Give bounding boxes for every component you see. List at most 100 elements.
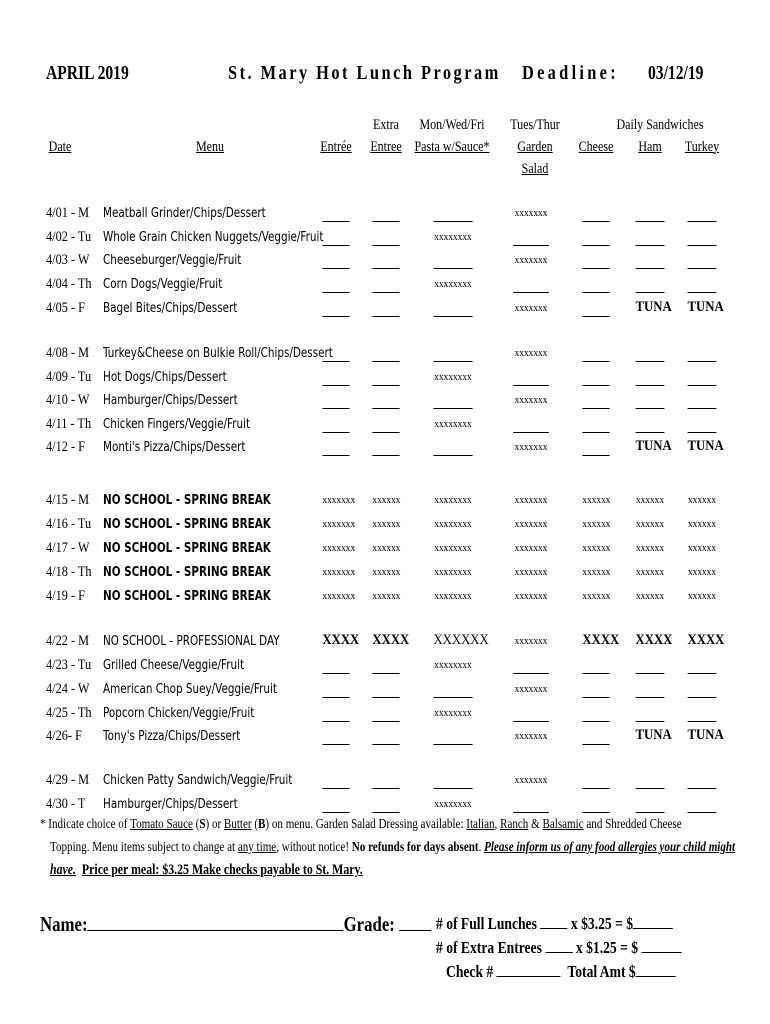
cell-salad[interactable] [513,231,549,246]
cell-extra-entree[interactable] [372,774,400,789]
cell-cheese[interactable] [582,394,610,409]
cell-cheese[interactable] [582,207,610,222]
cell-extra-entree[interactable] [372,347,400,362]
cell-salad: xxxxxxx [514,542,548,554]
cell-pasta[interactable] [433,774,473,789]
cell-turkey: TUNA [687,727,724,743]
cell-ham[interactable] [635,798,665,813]
cell-extra-entree[interactable] [372,683,400,698]
cell-turkey[interactable] [687,659,717,674]
cell-cheese[interactable] [582,707,610,722]
cell-cheese[interactable] [582,774,610,789]
cell-entree[interactable] [322,302,350,317]
cell-extra-entree[interactable] [372,207,400,222]
cell-entree[interactable] [322,798,350,813]
cell-turkey[interactable] [687,278,717,293]
cell-cheese[interactable] [582,659,610,674]
full-lunches-field[interactable]: # of Full Lunches x $3.25 = $ [436,914,674,934]
cell-pasta[interactable] [433,207,473,222]
cell-turkey[interactable] [687,683,717,698]
cell-turkey[interactable] [687,231,717,246]
cell-salad[interactable] [513,278,549,293]
cell-entree[interactable] [322,394,350,409]
cell-turkey[interactable] [687,347,717,362]
cell-entree[interactable] [322,441,350,456]
cell-cheese[interactable] [582,798,610,813]
cell-extra-entree[interactable] [372,371,400,386]
cell-turkey[interactable] [687,774,717,789]
cell-turkey[interactable] [687,394,717,409]
cell-ham[interactable] [635,683,665,698]
cell-extra-entree[interactable] [372,254,400,269]
cell-extra-entree[interactable] [372,659,400,674]
cell-ham[interactable] [635,774,665,789]
cell-salad[interactable] [513,707,549,722]
cell-cheese[interactable] [582,418,610,433]
cell-ham[interactable] [635,231,665,246]
cell-entree[interactable] [322,254,350,269]
cell-entree[interactable] [322,231,350,246]
cell-cheese[interactable] [582,730,610,745]
cell-salad[interactable] [513,659,549,674]
check-total-field[interactable]: Check # Total Amt $ [446,962,676,982]
cell-entree[interactable] [322,207,350,222]
cell-pasta[interactable] [433,441,473,456]
cell-ham[interactable] [635,278,665,293]
cell-pasta[interactable] [433,730,473,745]
cell-cheese[interactable] [582,278,610,293]
cell-extra-entree[interactable] [372,394,400,409]
name-field[interactable]: Name: Grade: [40,912,432,937]
extra-entrees-field[interactable]: # of Extra Entrees x $1.25 = $ [436,938,682,958]
cell-extra-entree[interactable] [372,231,400,246]
cell-extra-entree[interactable] [372,798,400,813]
cell-turkey[interactable] [687,371,717,386]
cell-pasta[interactable] [433,347,473,362]
cell-cheese[interactable] [582,254,610,269]
row-menu: Monti's Pizza/Chips/Dessert [103,440,246,455]
cell-ham[interactable] [635,707,665,722]
cell-pasta: xxxxxxxx [434,494,472,506]
cell-ham[interactable] [635,347,665,362]
cell-entree[interactable] [322,278,350,293]
cell-salad: xxxxxxx [514,590,548,602]
cell-cheese[interactable] [582,683,610,698]
cell-salad[interactable] [513,798,549,813]
cell-pasta[interactable] [433,394,473,409]
cell-ham[interactable] [635,394,665,409]
cell-ham[interactable] [635,659,665,674]
cell-ham[interactable] [635,207,665,222]
cell-extra-entree[interactable] [372,418,400,433]
cell-entree[interactable] [322,347,350,362]
cell-entree[interactable] [322,774,350,789]
cell-cheese[interactable] [582,371,610,386]
cell-entree[interactable] [322,659,350,674]
cell-turkey[interactable] [687,207,717,222]
cell-cheese[interactable] [582,441,610,456]
cell-cheese[interactable] [582,231,610,246]
cell-entree[interactable] [322,707,350,722]
cell-extra-entree[interactable] [372,441,400,456]
cell-salad[interactable] [513,371,549,386]
cell-ham[interactable] [635,254,665,269]
cell-turkey[interactable] [687,418,717,433]
cell-turkey[interactable] [687,254,717,269]
cell-pasta: xxxxxxxx [434,798,472,810]
cell-entree[interactable] [322,730,350,745]
cell-entree[interactable] [322,683,350,698]
cell-extra-entree[interactable] [372,278,400,293]
cell-extra-entree[interactable] [372,302,400,317]
cell-turkey[interactable] [687,798,717,813]
cell-pasta[interactable] [433,302,473,317]
cell-ham[interactable] [635,371,665,386]
cell-cheese[interactable] [582,302,610,317]
cell-entree[interactable] [322,371,350,386]
cell-cheese[interactable] [582,347,610,362]
cell-pasta[interactable] [433,254,473,269]
cell-salad[interactable] [513,418,549,433]
cell-entree[interactable] [322,418,350,433]
cell-turkey[interactable] [687,707,717,722]
cell-extra-entree[interactable] [372,730,400,745]
cell-ham[interactable] [635,418,665,433]
cell-pasta[interactable] [433,683,473,698]
cell-extra-entree[interactable] [372,707,400,722]
